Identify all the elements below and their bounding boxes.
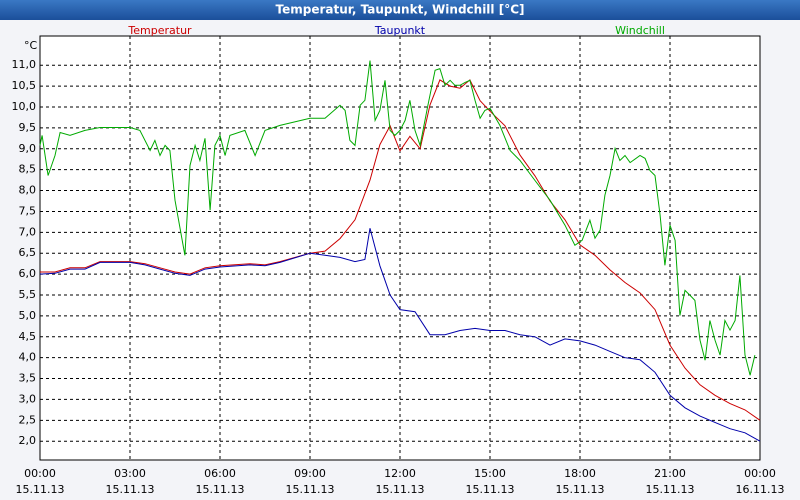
y-tick-label: 5,0	[19, 309, 37, 322]
y-tick-label: 4,0	[19, 351, 37, 364]
title-bar	[0, 0, 800, 20]
series-line	[39, 228, 761, 442]
y-unit: °C	[24, 39, 38, 52]
y-tick-label: 7,0	[19, 225, 37, 238]
y-tick-label: 10,5	[12, 79, 37, 92]
y-tick-label: 3,5	[19, 372, 37, 385]
y-tick-label: 5,5	[19, 288, 37, 301]
series-line	[40, 79, 761, 421]
legend-label: Taupunkt	[374, 24, 426, 37]
legend-label: Temperatur	[127, 24, 192, 37]
x-tick-date: 16.11.13	[736, 483, 785, 496]
x-tick-label: 00:00	[744, 467, 776, 480]
legend-label: Windchill	[615, 24, 665, 37]
x-tick-date: 15.11.13	[466, 483, 515, 496]
y-tick-label: 9,0	[19, 142, 37, 155]
y-tick-label: 8,0	[19, 184, 37, 197]
x-tick-label: 21:00	[654, 467, 686, 480]
x-tick-label: 09:00	[294, 467, 326, 480]
x-tick-label: 15:00	[474, 467, 506, 480]
x-tick-label: 06:00	[204, 467, 236, 480]
y-tick-label: 2,0	[19, 434, 37, 447]
chart-title: Temperatur, Taupunkt, Windchill [°C]	[276, 3, 525, 17]
x-tick-date: 15.11.13	[556, 483, 605, 496]
y-tick-label: 10,0	[12, 100, 37, 113]
x-tick-date: 15.11.13	[376, 483, 425, 496]
x-tick-date: 15.11.13	[106, 483, 155, 496]
y-tick-label: 2,5	[19, 413, 37, 426]
x-tick-date: 15.11.13	[16, 483, 65, 496]
x-tick-label: 12:00	[384, 467, 416, 480]
y-tick-label: 8,5	[19, 163, 37, 176]
y-tick-label: 6,5	[19, 246, 37, 259]
x-tick-date: 15.11.13	[196, 483, 245, 496]
y-tick-label: 9,5	[19, 121, 37, 134]
x-tick-date: 15.11.13	[286, 483, 335, 496]
x-tick-label: 00:00	[24, 467, 56, 480]
y-tick-label: 4,5	[19, 330, 37, 343]
series-line	[39, 60, 756, 376]
x-tick-label: 18:00	[564, 467, 596, 480]
y-tick-label: 7,5	[19, 204, 37, 217]
y-tick-label: 6,0	[19, 267, 37, 280]
x-tick-label: 03:00	[114, 467, 146, 480]
x-tick-date: 15.11.13	[646, 483, 695, 496]
y-tick-label: 11,0	[12, 58, 37, 71]
y-tick-label: 3,0	[19, 392, 37, 405]
